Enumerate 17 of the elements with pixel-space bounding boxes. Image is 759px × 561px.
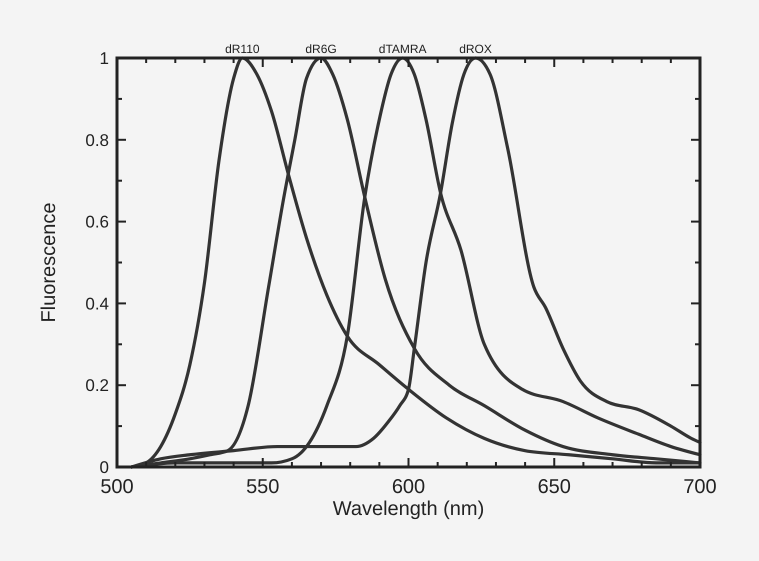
series-label: dROX bbox=[459, 42, 492, 56]
series-label: dR6G bbox=[305, 42, 337, 56]
y-axis-title: Fluorescence bbox=[38, 202, 60, 323]
x-tick-label: 600 bbox=[392, 476, 426, 498]
y-tick-label: 0.2 bbox=[85, 376, 109, 396]
series-label: dTAMRA bbox=[378, 42, 427, 56]
x-tick-label: 500 bbox=[100, 476, 134, 498]
y-tick-label: 0 bbox=[100, 458, 109, 477]
x-tick-label: 700 bbox=[683, 476, 717, 498]
y-tick-label: 0.8 bbox=[85, 130, 109, 150]
x-axis-title: Wavelength (nm) bbox=[332, 498, 484, 520]
x-tick-label: 650 bbox=[538, 476, 571, 498]
x-tick-label: 550 bbox=[246, 476, 280, 498]
series-label: dR110 bbox=[225, 42, 260, 56]
y-tick-label: 1 bbox=[100, 49, 109, 68]
y-tick-label: 0.6 bbox=[85, 212, 109, 232]
y-tick-label: 0.4 bbox=[85, 294, 109, 314]
